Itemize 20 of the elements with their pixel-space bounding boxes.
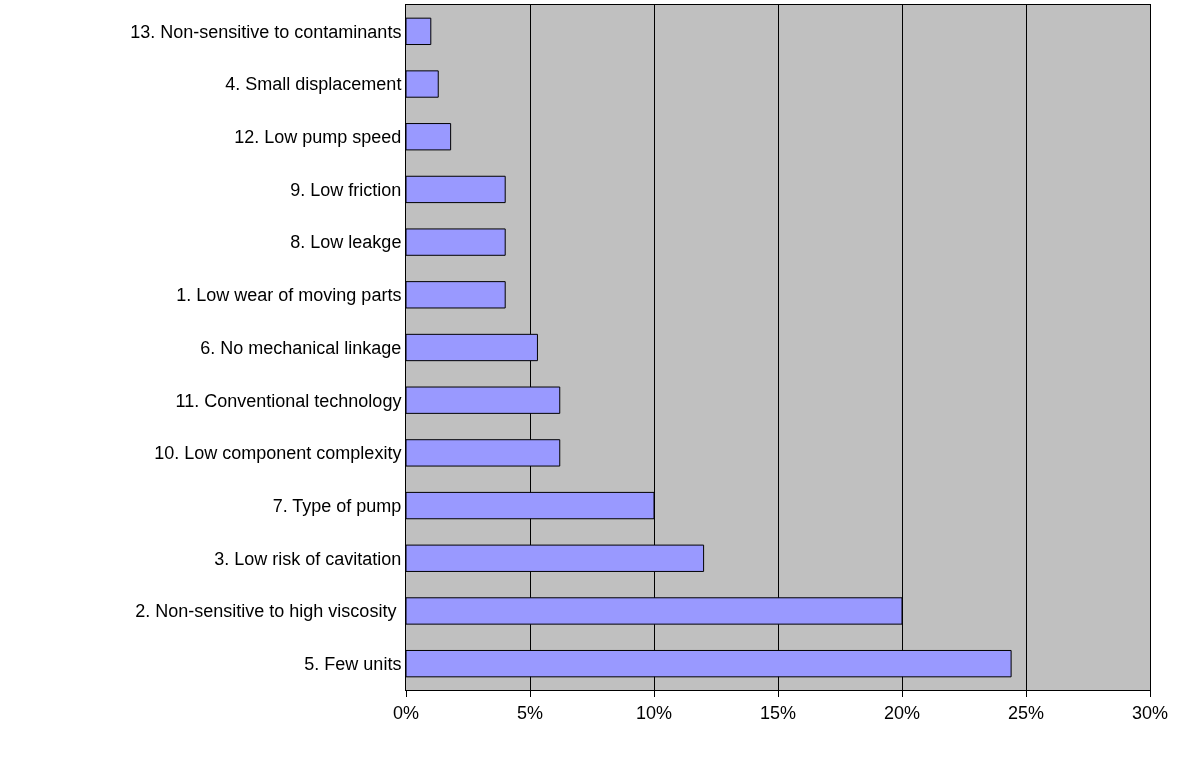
y-tick-label: 1. Low wear of moving parts bbox=[176, 285, 402, 306]
y-tick-label: 6. No mechanical linkage bbox=[200, 337, 402, 358]
y-tick-label: 10. Low component complexity bbox=[154, 443, 402, 464]
x-tick-label: 10% bbox=[635, 702, 673, 723]
y-tick-label: 7. Type of pump bbox=[272, 495, 402, 516]
x-tick-label: 5% bbox=[516, 702, 544, 723]
y-tick-label: 11. Conventional technology bbox=[175, 390, 402, 411]
y-tick-label: 4. Small displacement bbox=[225, 74, 402, 95]
y-tick-label: 5. Few units bbox=[304, 653, 402, 674]
x-tick-label: 30% bbox=[1131, 702, 1169, 723]
y-tick-label: 8. Low leakge bbox=[290, 232, 402, 253]
y-tick-label: 3. Low risk of cavitation bbox=[214, 548, 402, 569]
y-tick-label: 2. Non-sensitive to high viscosity bbox=[135, 601, 402, 622]
y-tick-label: 13. Non-sensitive to contaminants bbox=[130, 21, 402, 42]
x-tick-label: 0% bbox=[392, 702, 420, 723]
y-tick-label: 9. Low friction bbox=[290, 179, 402, 200]
x-tick-label: 20% bbox=[883, 702, 921, 723]
x-tick-label: 15% bbox=[759, 702, 797, 723]
x-tick-label: 25% bbox=[1007, 702, 1045, 723]
y-tick-label: 12. Low pump speed bbox=[234, 127, 402, 148]
